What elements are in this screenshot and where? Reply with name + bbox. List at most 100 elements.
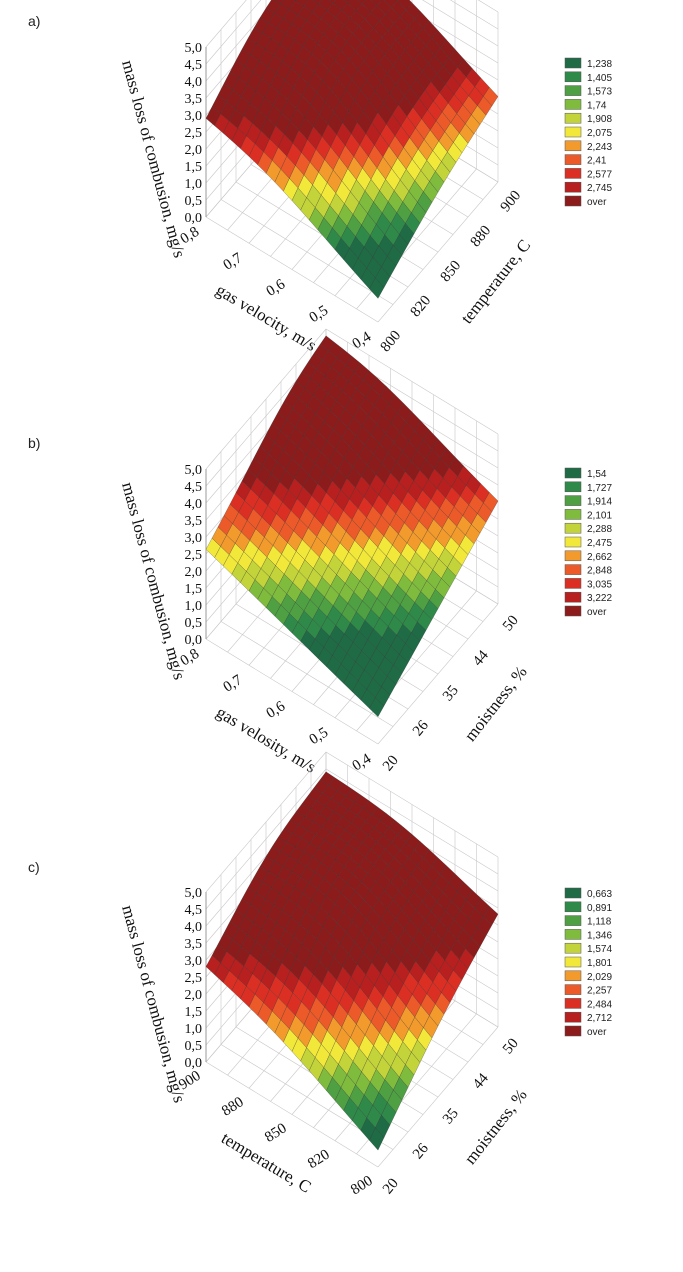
- x-tick-label: 0,6: [264, 698, 289, 722]
- legend-swatch: [564, 901, 582, 913]
- chart-panel-c: c)0,00,51,01,52,02,53,03,54,04,55,090088…: [28, 751, 612, 1198]
- y-axis-label: temperature, C: [457, 236, 534, 327]
- legend-label: 2,029: [587, 972, 612, 983]
- legend-label: 2,745: [587, 183, 612, 194]
- z-axis-label: mass loss of combusion, mg/s: [118, 903, 189, 1105]
- legend-swatch: [564, 140, 582, 152]
- z-tick-label: 1,0: [185, 177, 203, 192]
- z-tick-label: 3,5: [185, 92, 203, 107]
- legend-swatch: [564, 942, 582, 954]
- legend: 1,54 1,727 1,914 2,101 2,288 2,475 2,662 2,848 3…: [564, 467, 612, 618]
- legend-swatch: [564, 99, 582, 110]
- y-tick-label: 50: [500, 1036, 522, 1058]
- legend-swatch: [564, 970, 582, 982]
- z-tick-label: 5,0: [185, 463, 203, 478]
- z-tick-label: 1,5: [185, 582, 203, 597]
- legend-label: over: [587, 607, 607, 618]
- surface: [205, 335, 499, 718]
- legend-label: 2,475: [587, 538, 612, 549]
- x-tick-label: 0,4: [350, 751, 375, 775]
- z-tick-label: 1,5: [185, 160, 203, 175]
- z-tick-label: 4,5: [185, 903, 203, 918]
- legend-label: 1,801: [587, 958, 612, 969]
- legend-swatch: [564, 605, 582, 617]
- z-ticks: 0,0 0,5 1,0 1,5 2,0 2,5 3,0 3,5 4,0 4,5 5,0: [185, 41, 203, 226]
- z-tick-label: 3,0: [185, 954, 203, 969]
- legend-swatch: [564, 481, 582, 493]
- z-axis-label: mass loss of combusion, mg/s: [118, 58, 189, 260]
- y-tick-label: 20: [380, 753, 402, 775]
- z-tick-label: 3,0: [185, 109, 203, 124]
- x-tick-label: 800: [348, 1173, 376, 1198]
- legend-swatch: [564, 112, 582, 124]
- z-tick-label: 3,5: [185, 514, 203, 529]
- z-tick-label: 2,0: [185, 143, 203, 158]
- legend-swatch: [564, 956, 582, 968]
- surface: [205, 0, 499, 299]
- legend-swatch: [564, 1025, 582, 1037]
- legend: 0,663 0,891 1,118 1,346 1,574 1,801 2,029 2,257…: [564, 887, 612, 1038]
- x-tick-label: 820: [305, 1147, 333, 1172]
- legend-swatch: [564, 522, 582, 534]
- z-tick-label: 4,5: [185, 480, 203, 495]
- legend-label: 3,222: [587, 593, 612, 604]
- surface-patch: [357, 0, 367, 5]
- legend-label: 2,101: [587, 510, 612, 521]
- legend-label: 2,243: [587, 142, 612, 153]
- legend-swatch: [564, 1011, 582, 1023]
- y-tick-label: 44: [470, 647, 492, 669]
- legend-swatch: [564, 984, 582, 995]
- y-tick-label: 50: [500, 613, 522, 635]
- surface-patch: [328, 0, 336, 4]
- legend-swatch: [564, 85, 582, 96]
- surface-patch: [369, 1127, 385, 1151]
- x-tick-label: 0,5: [307, 725, 331, 749]
- y-tick-label: 35: [440, 683, 462, 705]
- legend-label: 1,914: [587, 497, 612, 508]
- y-axis-label: moistness, %: [461, 662, 531, 744]
- z-tick-label: 0,5: [185, 1039, 203, 1054]
- panel-label: b): [28, 435, 40, 451]
- z-tick-label: 2,5: [185, 548, 203, 563]
- legend-swatch: [564, 536, 582, 548]
- z-tick-label: 1,5: [185, 1005, 203, 1020]
- y-tick-label: 26: [410, 1140, 432, 1162]
- x-tick-label: 0,7: [221, 672, 246, 696]
- legend-swatch: [564, 57, 582, 69]
- legend-label: 2,075: [587, 128, 612, 139]
- legend-swatch: [564, 154, 582, 165]
- y-tick-label: 900: [498, 188, 525, 216]
- z-axis-label: mass loss of combusion, mg/s: [118, 480, 189, 682]
- chart-panel-b: b)0,00,51,01,52,02,53,03,54,04,55,00,80,…: [28, 328, 612, 777]
- legend: 1,238 1,405 1,573 1,74 1,908 2,075 2,243 2,41 2,…: [564, 57, 612, 208]
- y-tick-label: 20: [380, 1176, 402, 1198]
- z-tick-label: 3,5: [185, 937, 203, 952]
- surface-patch: [343, 0, 351, 4]
- wall-gridline: [205, 0, 499, 65]
- legend-label: 1,238: [587, 59, 612, 70]
- panel-label: a): [28, 13, 40, 29]
- legend-label: 2,577: [587, 169, 612, 180]
- z-tick-label: 0,0: [185, 211, 203, 226]
- legend-label: over: [587, 197, 607, 208]
- wall-gridline: [205, 0, 499, 82]
- legend-label: 2,484: [587, 999, 612, 1010]
- z-tick-label: 5,0: [185, 886, 203, 901]
- legend-label: 3,035: [587, 579, 612, 590]
- legend-swatch: [564, 467, 582, 479]
- z-tick-label: 0,0: [185, 633, 203, 648]
- z-tick-label: 0,5: [185, 194, 203, 209]
- x-tick-label: 0,6: [264, 276, 289, 300]
- legend-swatch: [564, 578, 582, 589]
- legend-swatch: [564, 550, 582, 562]
- z-tick-label: 2,0: [185, 565, 203, 580]
- legend-swatch: [564, 71, 582, 83]
- legend-swatch: [564, 509, 582, 520]
- legend-label: 2,662: [587, 552, 612, 563]
- z-tick-label: 0,5: [185, 616, 203, 631]
- y-tick-label: 820: [408, 293, 435, 321]
- legend-swatch: [564, 915, 582, 926]
- legend-swatch: [564, 126, 582, 138]
- legend-label: 0,663: [587, 889, 612, 900]
